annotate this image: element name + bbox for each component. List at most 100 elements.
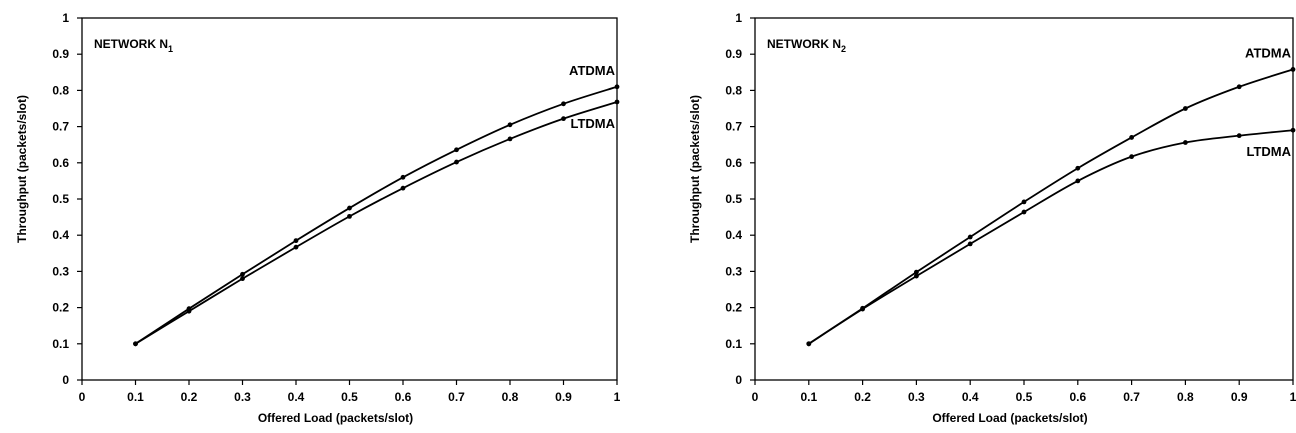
x-tick-label: 0.6: [395, 390, 412, 404]
chart-svg-network-1: 0 0.1 0.2 0.3 0.4 0.5 0.6 0.7 0.8 0.9 1 0 0.1 0.2 0.3 0…: [15, 11, 621, 425]
data-point-atdma: [914, 269, 919, 275]
y-tick-label: 0.1: [725, 337, 742, 351]
x-tick-label: 0.2: [181, 390, 198, 404]
y-tick-label: 0.5: [52, 192, 69, 206]
data-point-atdma: [1183, 106, 1188, 111]
y-tick-label: 0.8: [725, 83, 742, 97]
x-tick-label: 0.2: [854, 390, 871, 404]
y-tick-label: 0.2: [52, 301, 69, 315]
y-axis-label: Throughput (packets/slot): [688, 95, 702, 243]
series-label-atdma: ATDMA: [1245, 45, 1292, 60]
x-tick-label: 0.8: [502, 390, 519, 404]
x-tick-label: 0.5: [1016, 390, 1033, 404]
data-point-atdma: [240, 271, 245, 277]
data-point-ltdma: [186, 308, 192, 314]
x-tick-label: 0.1: [800, 390, 817, 404]
y-tick-label: 0.9: [52, 47, 69, 61]
data-point-atdma: [507, 122, 513, 128]
y-tick-label: 0.6: [52, 156, 69, 170]
data-point-ltdma: [400, 185, 406, 191]
data-point-ltdma: [240, 276, 245, 282]
series-line-atdma: [808, 68, 1294, 345]
y-tick-label: 0: [62, 373, 69, 387]
data-point-atdma: [1021, 199, 1027, 205]
x-tick-label: 0.9: [555, 390, 572, 404]
x-tick-label: 0.4: [962, 390, 979, 404]
y-tick-label: 1: [62, 11, 69, 25]
data-point-ltdma: [614, 99, 620, 105]
y-tick-label: 0.7: [725, 120, 742, 134]
x-tick-label: 0.4: [288, 390, 305, 404]
x-axis-label: Offered Load (packets/slot): [932, 411, 1087, 425]
data-point-atdma: [614, 84, 620, 90]
chart-panel-network-2: 0 0.1 0.2 0.3 0.4 0.5 0.6 0.7 0.8 0.9 1 0 0.1 0.2 0.3 0…: [648, 0, 1296, 433]
y-tick-label: 0.4: [725, 228, 742, 242]
x-axis-label: Offered Load (packets/slot): [258, 411, 413, 425]
x-tick-label: 0: [79, 390, 86, 404]
y-tick-label: 0.6: [725, 156, 742, 170]
data-point-ltdma: [1236, 133, 1242, 139]
data-point-atdma: [967, 234, 973, 240]
data-point-ltdma: [293, 244, 299, 250]
data-point-atdma: [293, 238, 299, 244]
x-tick-label: 1: [614, 390, 621, 404]
y-tick-label: 0.3: [52, 264, 69, 278]
x-tick-label: 0.7: [1123, 390, 1140, 404]
chart-title: NETWORK N2: [767, 37, 846, 54]
series-label-ltdma: LTDMA: [570, 116, 615, 131]
y-tick-label: 0.3: [725, 264, 742, 278]
x-tick-label: 0: [752, 390, 759, 404]
x-tick-label: 0.8: [1177, 390, 1194, 404]
x-tick-label: 1: [1290, 390, 1296, 404]
chart-svg-network-2: 0 0.1 0.2 0.3 0.4 0.5 0.6 0.7 0.8 0.9 1 0 0.1 0.2 0.3 0…: [688, 11, 1296, 425]
data-point-atdma: [347, 205, 352, 211]
x-tick-label: 0.5: [341, 390, 358, 404]
series-line-ltdma: [135, 101, 618, 345]
y-axis-label: Throughput (packets/slot): [15, 95, 29, 243]
y-tick-label: 0.9: [725, 47, 742, 61]
y-tick-label: 0: [735, 373, 742, 387]
chart-title: NETWORK N1: [94, 37, 173, 54]
x-tick-label: 0.6: [1069, 390, 1086, 404]
data-point-ltdma: [561, 116, 566, 122]
series-line-atdma: [135, 85, 618, 345]
data-point-atdma: [1075, 165, 1081, 171]
x-tick-label: 0.3: [234, 390, 251, 404]
y-tick-label: 0.4: [52, 228, 69, 242]
chart-title-subscript: 2: [841, 44, 846, 54]
data-point-ltdma: [914, 273, 919, 279]
y-tick-label: 0.2: [725, 301, 742, 315]
data-point-atdma: [1129, 135, 1134, 140]
data-point-atdma: [400, 174, 406, 180]
x-tick-label: 0.3: [908, 390, 925, 404]
chart-title-main: NETWORK N: [767, 37, 841, 51]
data-point-ltdma: [967, 241, 973, 247]
y-tick-label: 0.1: [52, 337, 69, 351]
y-tick-label: 0.5: [725, 192, 742, 206]
series-label-ltdma: LTDMA: [1246, 144, 1291, 159]
data-point-ltdma: [454, 159, 459, 165]
y-tick-label: 1: [735, 11, 742, 25]
data-point-atdma: [561, 101, 566, 107]
data-point-ltdma: [1075, 178, 1081, 184]
data-point-atdma: [1236, 84, 1242, 90]
series-line-ltdma: [808, 129, 1294, 345]
data-point-ltdma: [1021, 209, 1027, 215]
data-point-ltdma: [860, 306, 865, 312]
y-tick-label: 0.8: [52, 83, 69, 97]
x-tick-label: 0.7: [448, 390, 465, 404]
chart-panel-network-1: 0 0.1 0.2 0.3 0.4 0.5 0.6 0.7 0.8 0.9 1 0 0.1 0.2 0.3 0…: [15, 11, 621, 425]
chart-title-main: NETWORK N: [94, 37, 168, 51]
series-label-atdma: ATDMA: [569, 63, 616, 78]
x-tick-label: 0.9: [1231, 390, 1248, 404]
data-point-ltdma: [1183, 140, 1188, 145]
chart-title-subscript: 1: [168, 44, 173, 54]
data-point-ltdma: [507, 136, 513, 142]
data-point-atdma: [454, 147, 459, 153]
data-point-ltdma: [1129, 154, 1134, 160]
y-tick-label: 0.7: [52, 120, 69, 134]
data-point-ltdma: [133, 341, 138, 347]
data-point-ltdma: [1290, 127, 1296, 133]
data-point-ltdma: [806, 341, 812, 347]
x-tick-label: 0.1: [127, 390, 144, 404]
